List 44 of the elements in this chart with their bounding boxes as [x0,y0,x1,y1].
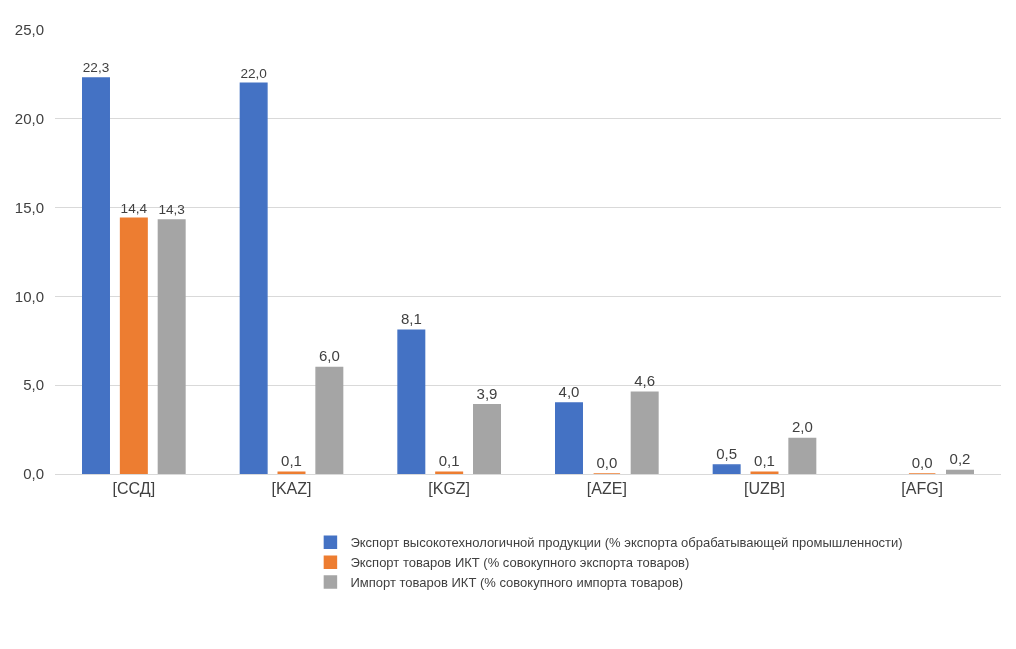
data-label: 0,0 [596,454,618,471]
data-label: 0,5 [716,445,738,463]
x-tick-label: [KGZ] [428,480,471,498]
y-tick-label: 0,0 [23,465,44,483]
bar [119,217,148,474]
bar [157,219,186,474]
x-tick-label: [KAZ] [271,480,312,498]
x-tick-label: [UZB] [744,480,785,498]
data-label: 0,2 [949,450,971,468]
data-label: 0,1 [438,452,460,470]
data-label: 0,0 [911,454,933,471]
y-tick-label: 15,0 [14,198,44,216]
y-tick-label: 5,0 [23,376,44,394]
legend-label: Экспорт высокотехнологичной продукции (% экспорта обрабатывающей промышленности) [350,535,903,551]
y-tick-label: 25,0 [14,21,44,39]
bar [315,366,344,474]
bar [555,402,583,474]
x-tick-label: [AZE] [586,480,627,498]
bar [239,82,268,474]
legend-label: Импорт товаров ИКТ (% совокупного импорта товаров) [350,575,684,591]
bar [946,469,974,474]
data-label: 0,1 [281,452,302,470]
bar [788,437,817,474]
bar [82,77,110,474]
x-tick-label: [ССД] [112,480,156,498]
bar [473,403,501,474]
data-label: 8,1 [400,310,422,328]
y-tick-label: 10,0 [14,287,44,305]
data-label: 2,0 [791,418,813,436]
bar [630,391,659,474]
bar [397,329,426,474]
legend-label: Экспорт товаров ИКТ (% совокупного экспорта товаров) [350,555,690,571]
y-tick-label: 20,0 [14,110,44,128]
data-label: 0,1 [754,452,775,470]
data-label: 6,0 [318,347,340,365]
data-label: 22,3 [82,60,110,76]
x-tick-label: [AFG] [901,480,944,498]
data-label: 4,0 [558,382,580,400]
data-label: 4,6 [634,372,656,390]
data-label: 14,3 [158,202,185,218]
data-label: 3,9 [476,384,498,402]
bar [712,464,741,474]
data-label: 22,0 [240,65,268,81]
data-label: 14,4 [120,200,148,216]
